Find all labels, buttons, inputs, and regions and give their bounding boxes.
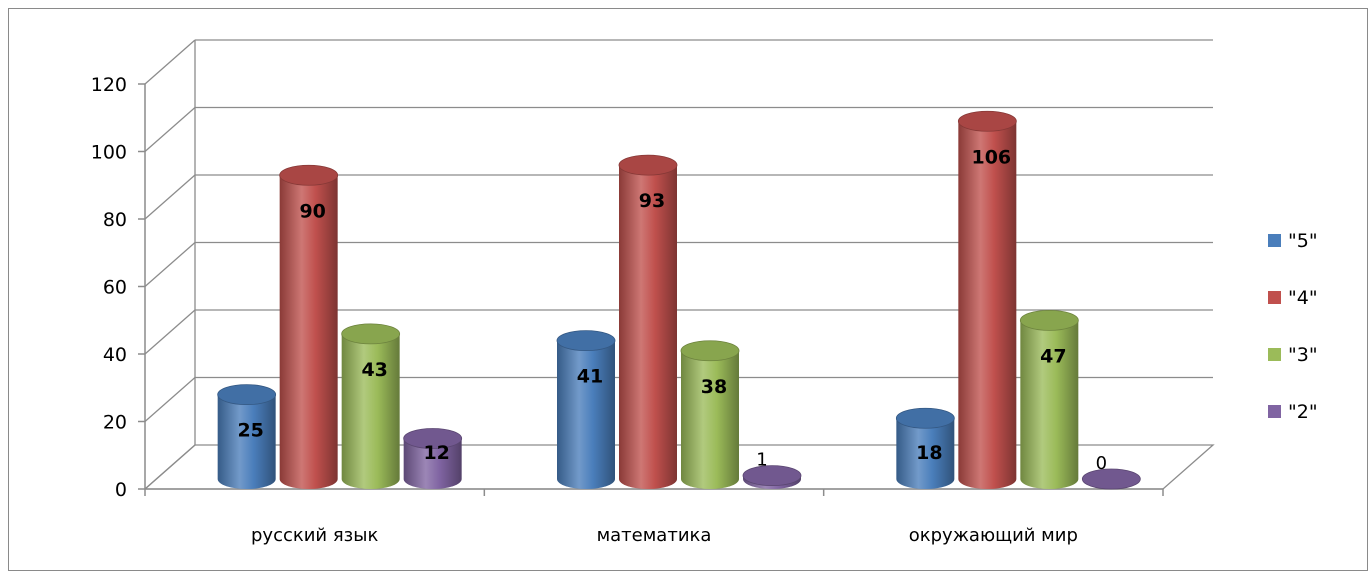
bar-top <box>618 154 678 176</box>
legend-swatch <box>1268 234 1281 247</box>
data-label: 41 <box>577 366 603 388</box>
data-label: 25 <box>237 420 263 442</box>
y-tick-label: 120 <box>91 74 127 96</box>
bar-body <box>217 394 276 489</box>
y-tick-label: 60 <box>103 277 127 299</box>
bar-body <box>619 165 677 489</box>
legend-swatch <box>1268 348 1281 361</box>
legend-item: "5" <box>1268 230 1318 252</box>
bar <box>341 323 401 489</box>
data-label: 0 <box>1096 453 1107 474</box>
legend-item: "4" <box>1268 287 1318 309</box>
bar-top <box>957 110 1017 132</box>
bar <box>217 384 277 489</box>
x-category-label: математика <box>597 525 712 546</box>
data-label: 47 <box>1040 345 1066 367</box>
bar <box>742 465 802 489</box>
y-tick-label: 0 <box>115 479 127 501</box>
bars <box>217 110 1141 490</box>
bar <box>895 407 955 489</box>
bar-body <box>341 333 400 489</box>
gridline-diagonal <box>144 174 196 220</box>
gridline-diagonal <box>144 107 196 152</box>
gridline-diagonal <box>144 377 196 422</box>
gridline-diagonal <box>144 242 196 287</box>
bar <box>618 154 678 489</box>
bar <box>556 330 616 489</box>
bar-body <box>403 438 462 489</box>
bar <box>279 164 339 489</box>
x-category-label: окружающий мир <box>909 525 1078 546</box>
gridline-diagonal <box>144 309 196 355</box>
legend-item: "2" <box>1268 401 1318 423</box>
data-label: 90 <box>299 200 325 222</box>
bar-top <box>742 465 802 487</box>
y-tick-label: 20 <box>103 412 127 434</box>
y-tick-label: 40 <box>103 344 127 366</box>
x-category-label: русский язык <box>251 525 378 546</box>
data-labels: 25 90 43 12 41 93 38 1 18 106 47 0 <box>237 146 1107 474</box>
data-label: 43 <box>361 359 387 381</box>
bar-body <box>681 350 739 489</box>
legend-swatch <box>1268 405 1281 418</box>
gridline-diagonal <box>144 39 196 85</box>
legend-label: "3" <box>1288 344 1318 366</box>
bar-body <box>1020 320 1079 490</box>
bar-top <box>341 323 401 345</box>
bar-top <box>217 384 277 406</box>
bar-top <box>1019 309 1079 331</box>
data-label: 18 <box>916 442 942 464</box>
bar-body <box>958 121 1017 489</box>
data-label: 1 <box>756 450 767 471</box>
bar-top <box>556 330 616 352</box>
bar-body <box>896 418 955 489</box>
legend-swatch <box>1268 291 1281 304</box>
legend-label: "4" <box>1288 287 1318 309</box>
data-label: 106 <box>971 146 1011 168</box>
legend-item: "3" <box>1268 344 1318 366</box>
data-label: 38 <box>701 376 727 398</box>
bar-body <box>279 175 338 489</box>
data-label: 12 <box>423 442 449 464</box>
legend: "5" "4" "3" "2" <box>1268 230 1318 423</box>
bar <box>1081 468 1141 490</box>
legend-label: "2" <box>1288 401 1318 423</box>
bar <box>1019 309 1079 490</box>
bar-top <box>1081 468 1141 490</box>
bar-body <box>557 340 615 489</box>
data-label: 93 <box>639 190 665 212</box>
legend-label: "5" <box>1288 230 1318 252</box>
y-tick-label: 80 <box>103 209 127 231</box>
bar <box>957 110 1017 489</box>
bar-top <box>895 407 955 429</box>
bar-top <box>680 340 740 362</box>
bar-top <box>279 164 339 186</box>
bar <box>403 428 463 489</box>
bar <box>680 340 740 489</box>
bar-top <box>403 428 463 449</box>
y-tick-label: 100 <box>91 142 127 164</box>
